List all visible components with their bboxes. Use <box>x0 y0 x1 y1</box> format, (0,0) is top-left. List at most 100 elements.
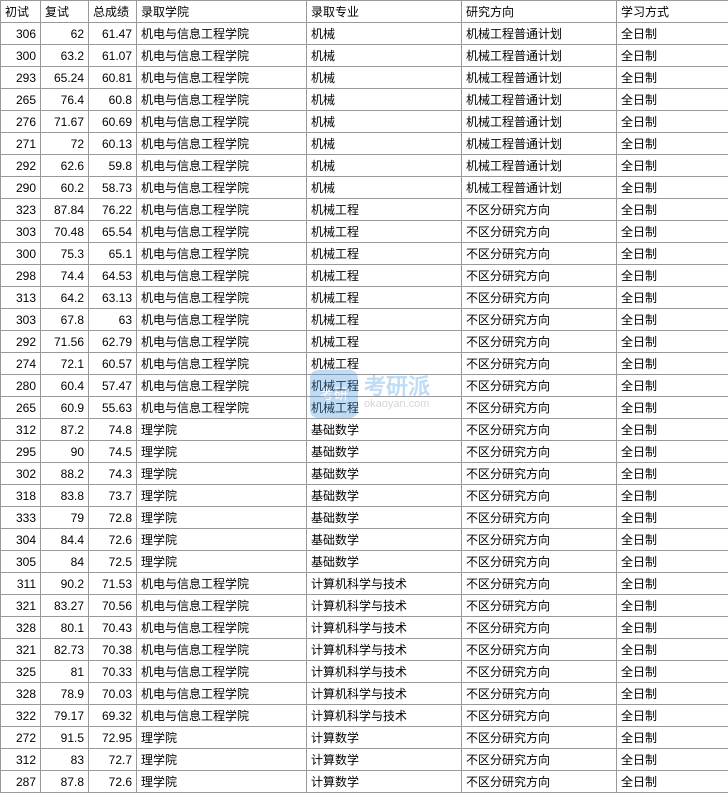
table-cell: 计算数学 <box>307 749 462 771</box>
table-row: 31364.263.13机电与信息工程学院机械工程不区分研究方向全日制 <box>1 287 728 309</box>
table-cell: 机械工程普通计划 <box>462 133 617 155</box>
table-cell: 不区分研究方向 <box>462 485 617 507</box>
table-cell: 81 <box>41 661 89 683</box>
table-cell: 90.2 <box>41 573 89 595</box>
table-cell: 74.4 <box>41 265 89 287</box>
table-row: 3258170.33机电与信息工程学院计算机科学与技术不区分研究方向全日制 <box>1 661 728 683</box>
table-cell: 全日制 <box>617 749 728 771</box>
table-cell: 82.73 <box>41 639 89 661</box>
table-cell: 300 <box>1 243 41 265</box>
table-cell: 计算机科学与技术 <box>307 705 462 727</box>
table-cell: 60.13 <box>89 133 137 155</box>
table-cell: 不区分研究方向 <box>462 639 617 661</box>
table-row: 32387.8476.22机电与信息工程学院机械工程不区分研究方向全日制 <box>1 199 728 221</box>
header-cell: 录取学院 <box>137 1 307 23</box>
table-cell: 机械 <box>307 155 462 177</box>
table-row: 29874.464.53机电与信息工程学院机械工程不区分研究方向全日制 <box>1 265 728 287</box>
table-cell: 基础数学 <box>307 441 462 463</box>
table-row: 26560.955.63机电与信息工程学院机械工程不区分研究方向全日制 <box>1 397 728 419</box>
table-cell: 机械工程 <box>307 265 462 287</box>
table-row: 30370.4865.54机电与信息工程学院机械工程不区分研究方向全日制 <box>1 221 728 243</box>
table-cell: 79 <box>41 507 89 529</box>
table-cell: 80.1 <box>41 617 89 639</box>
table-cell: 机电与信息工程学院 <box>137 199 307 221</box>
table-cell: 84 <box>41 551 89 573</box>
table-cell: 机电与信息工程学院 <box>137 155 307 177</box>
table-cell: 机电与信息工程学院 <box>137 397 307 419</box>
table-cell: 全日制 <box>617 661 728 683</box>
table-cell: 83.8 <box>41 485 89 507</box>
table-cell: 不区分研究方向 <box>462 375 617 397</box>
table-cell: 机械 <box>307 89 462 111</box>
table-cell: 72 <box>41 133 89 155</box>
table-cell: 全日制 <box>617 287 728 309</box>
header-cell: 研究方向 <box>462 1 617 23</box>
table-cell: 机电与信息工程学院 <box>137 67 307 89</box>
table-cell: 287 <box>1 771 41 793</box>
table-cell: 全日制 <box>617 221 728 243</box>
table-cell: 基础数学 <box>307 419 462 441</box>
table-row: 29365.2460.81机电与信息工程学院机械机械工程普通计划全日制 <box>1 67 728 89</box>
table-cell: 62.79 <box>89 331 137 353</box>
table-cell: 理学院 <box>137 529 307 551</box>
table-cell: 75.3 <box>41 243 89 265</box>
table-cell: 300 <box>1 45 41 67</box>
table-cell: 理学院 <box>137 749 307 771</box>
table-cell: 72.95 <box>89 727 137 749</box>
table-cell: 全日制 <box>617 683 728 705</box>
table-cell: 全日制 <box>617 463 728 485</box>
table-cell: 不区分研究方向 <box>462 265 617 287</box>
table-cell: 计算机科学与技术 <box>307 683 462 705</box>
table-cell: 70.43 <box>89 617 137 639</box>
table-cell: 333 <box>1 507 41 529</box>
table-cell: 计算数学 <box>307 727 462 749</box>
table-cell: 60.9 <box>41 397 89 419</box>
table-row: 3337972.8理学院基础数学不区分研究方向全日制 <box>1 507 728 529</box>
table-cell: 不区分研究方向 <box>462 199 617 221</box>
table-cell: 60.57 <box>89 353 137 375</box>
table-cell: 全日制 <box>617 507 728 529</box>
table-cell: 不区分研究方向 <box>462 419 617 441</box>
table-cell: 72.1 <box>41 353 89 375</box>
table-cell: 全日制 <box>617 551 728 573</box>
header-cell: 学习方式 <box>617 1 728 23</box>
table-cell: 机械 <box>307 67 462 89</box>
table-cell: 全日制 <box>617 485 728 507</box>
table-row: 29271.5662.79机电与信息工程学院机械工程不区分研究方向全日制 <box>1 331 728 353</box>
table-cell: 基础数学 <box>307 529 462 551</box>
table-cell: 不区分研究方向 <box>462 353 617 375</box>
table-cell: 328 <box>1 683 41 705</box>
table-cell: 全日制 <box>617 529 728 551</box>
table-cell: 全日制 <box>617 89 728 111</box>
table-cell: 全日制 <box>617 441 728 463</box>
table-cell: 不区分研究方向 <box>462 463 617 485</box>
table-cell: 79.17 <box>41 705 89 727</box>
table-row: 29262.659.8机电与信息工程学院机械机械工程普通计划全日制 <box>1 155 728 177</box>
table-cell: 机械工程普通计划 <box>462 45 617 67</box>
table-cell: 不区分研究方向 <box>462 749 617 771</box>
table-cell: 计算数学 <box>307 771 462 793</box>
table-cell: 理学院 <box>137 419 307 441</box>
table-cell: 全日制 <box>617 331 728 353</box>
table-row: 28060.457.47机电与信息工程学院机械工程不区分研究方向全日制 <box>1 375 728 397</box>
table-cell: 293 <box>1 67 41 89</box>
table-cell: 机电与信息工程学院 <box>137 595 307 617</box>
table-cell: 60.81 <box>89 67 137 89</box>
table-cell: 312 <box>1 749 41 771</box>
table-cell: 290 <box>1 177 41 199</box>
table-cell: 不区分研究方向 <box>462 331 617 353</box>
table-cell: 65.54 <box>89 221 137 243</box>
table-cell: 不区分研究方向 <box>462 221 617 243</box>
table-cell: 280 <box>1 375 41 397</box>
table-cell: 机电与信息工程学院 <box>137 375 307 397</box>
table-cell: 70.03 <box>89 683 137 705</box>
table-cell: 64.53 <box>89 265 137 287</box>
table-cell: 71.67 <box>41 111 89 133</box>
table-cell: 机械工程 <box>307 243 462 265</box>
table-cell: 55.63 <box>89 397 137 419</box>
table-cell: 理学院 <box>137 463 307 485</box>
table-cell: 295 <box>1 441 41 463</box>
table-cell: 62 <box>41 23 89 45</box>
table-cell: 87.8 <box>41 771 89 793</box>
table-cell: 271 <box>1 133 41 155</box>
